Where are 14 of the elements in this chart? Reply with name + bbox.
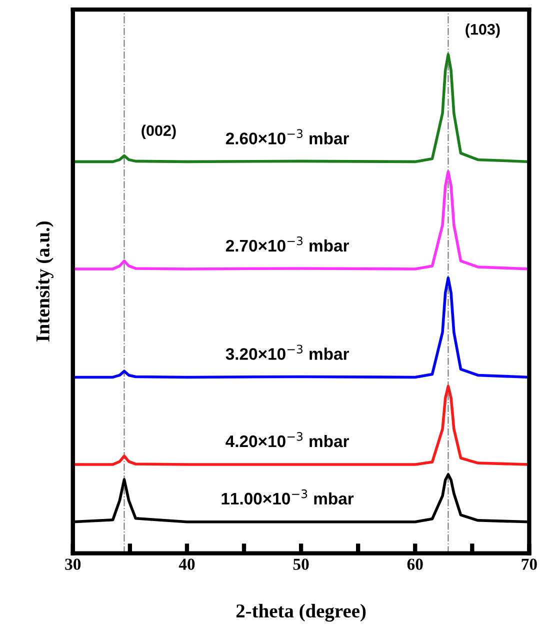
annotation: (002) (142, 124, 176, 140)
y-axis-title: Intensity (a.u.) (36, 222, 54, 342)
annotation: (103) (466, 24, 500, 38)
x-tick-label: 30 (65, 558, 81, 570)
series-label: 2.60×10$^{−3}$ mbar (226, 129, 350, 144)
series-label: 2.70×10$^{−3}$ mbar (226, 236, 350, 252)
series-label: 3.20×10$^{−3}$ mbar (226, 344, 350, 360)
series-label: 4.20×10$^{−3}$ mbar (226, 432, 350, 448)
x-tick-label: 70 (522, 558, 537, 570)
series-label: 11.00×10$^{−3}$ mbar (222, 489, 354, 505)
x-tick-label: 50 (293, 558, 309, 570)
x-tick-label: 60 (407, 558, 423, 570)
x-tick-label: 40 (178, 558, 195, 570)
x-axis-title: 2-theta (degree) (236, 604, 366, 622)
